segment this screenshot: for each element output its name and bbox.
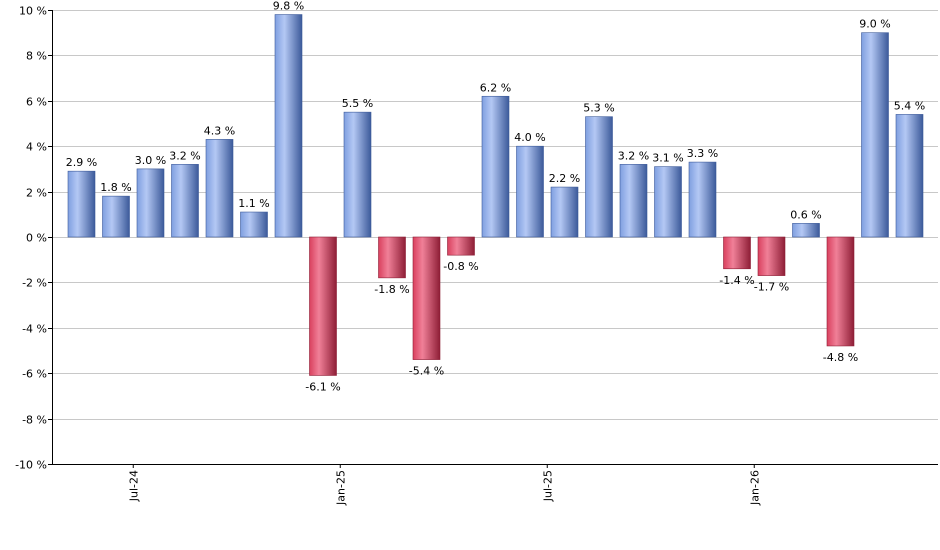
y-tick-label: -10 % [15, 459, 47, 472]
data-label: 3.2 % [618, 149, 649, 162]
data-label: 3.2 % [169, 149, 200, 162]
y-tick-label: -6 % [22, 368, 47, 381]
bar [826, 236, 855, 347]
x-tick-label: Jul-24 [127, 470, 140, 502]
grid-layer [52, 10, 938, 465]
x-tick-label: Jan-25 [334, 470, 347, 506]
axis-layer: 10 % 8 % 6 % 4 % 2 % 0 % -2 % -4 % -6 % -8 % -10 %… [15, 5, 938, 506]
bar-layer [67, 14, 924, 376]
data-label: -1.4 % [719, 274, 754, 287]
data-label: 4.3 % [204, 124, 235, 137]
data-label: 6.2 % [480, 81, 511, 94]
y-tick-label: -2 % [22, 277, 47, 290]
x-tick-label: Jul-25 [541, 470, 554, 502]
data-label: -1.8 % [374, 283, 409, 296]
data-label: -0.8 % [443, 260, 478, 273]
bar [481, 95, 510, 238]
bar [171, 164, 199, 238]
bar [861, 32, 889, 238]
data-label: 0.6 % [790, 208, 821, 221]
x-tick-label: Jan-26 [748, 470, 761, 506]
bar [343, 111, 372, 238]
data-label: -4.8 % [823, 351, 858, 364]
bar [447, 236, 475, 256]
data-label: 1.1 % [238, 197, 269, 210]
bar [757, 236, 786, 276]
y-tick-label: 2 % [26, 187, 47, 200]
data-label: 9.8 % [273, 0, 304, 13]
data-label: 5.3 % [583, 102, 614, 115]
bar [67, 170, 96, 238]
y-tick-label: 4 % [26, 141, 47, 154]
data-label: 2.9 % [66, 156, 97, 169]
bar [274, 14, 303, 238]
label-layer: 2.9 %1.8 %3.0 % 3.2 %4.3 %1.1 %9.8 %-6.1 … [66, 0, 925, 393]
data-label: -1.7 % [754, 281, 789, 294]
data-label: 3.3 % [687, 147, 718, 160]
data-label: 5.5 % [342, 97, 373, 110]
data-label: 4.0 % [514, 131, 545, 144]
bar [309, 236, 337, 376]
data-label: 9.0 % [859, 18, 890, 31]
bar [240, 211, 268, 238]
y-tick-label: 6 % [26, 96, 47, 109]
y-tick-label: -8 % [22, 414, 47, 427]
data-label: 2.2 % [549, 172, 580, 185]
data-label: 3.1 % [652, 152, 683, 165]
bar [688, 161, 717, 238]
bar [102, 195, 130, 238]
y-tick-label: 8 % [26, 50, 47, 63]
bar [619, 164, 648, 238]
bar [895, 114, 924, 238]
bar [412, 236, 441, 360]
bar [723, 236, 751, 270]
data-label: 5.4 % [894, 99, 925, 112]
bar [550, 186, 579, 238]
data-label: -6.1 % [305, 380, 340, 393]
data-label: 3.0 % [135, 154, 166, 167]
y-tick-label: -4 % [22, 323, 47, 336]
bar [654, 166, 682, 238]
bar [378, 236, 406, 279]
bar [585, 116, 613, 238]
bar [136, 168, 165, 238]
y-tick-label: 0 % [26, 232, 47, 245]
bar [205, 139, 234, 238]
bar [792, 223, 820, 238]
data-label: -5.4 % [409, 365, 444, 378]
bar [516, 145, 544, 238]
y-tick-label: 10 % [19, 5, 47, 18]
data-label: 1.8 % [100, 181, 131, 194]
